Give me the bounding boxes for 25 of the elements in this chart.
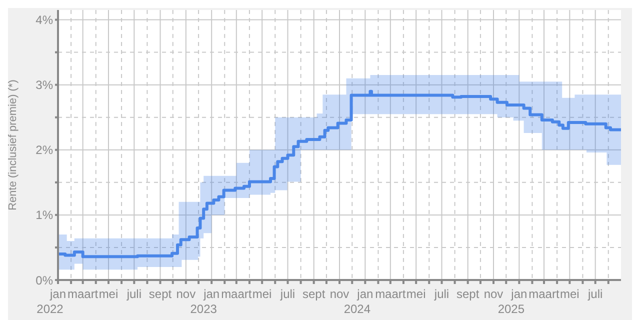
x-tick-label: juli — [433, 287, 450, 301]
y-tick-label: 0% — [36, 273, 54, 288]
y-tick-label: 3% — [36, 78, 54, 92]
x-tick-label: mei — [560, 287, 580, 301]
y-tick-label: 2% — [36, 143, 54, 158]
y-tick-label: 4% — [36, 13, 54, 28]
x-tick-label: maart — [375, 287, 406, 301]
x-tick-label: jan 2022 — [36, 287, 66, 316]
y-tick-label: 1% — [36, 208, 54, 222]
x-tick-label: nov — [176, 287, 196, 301]
x-tick-label: mei — [252, 287, 272, 301]
x-tick-label: maart — [528, 287, 560, 301]
x-tick-label: nov — [484, 287, 504, 301]
x-tick-label: sept — [148, 287, 172, 301]
x-tick-label: maart — [67, 287, 99, 301]
x-tick-label: sept — [456, 287, 480, 301]
x-tick-label: nov — [330, 287, 350, 301]
x-tick-label: juli — [586, 287, 603, 301]
x-tick-label: juli — [279, 287, 296, 301]
x-tick-label: mei — [406, 287, 426, 301]
x-tick-label: juli — [126, 287, 142, 301]
x-tick-label: maart — [221, 287, 252, 301]
x-tick-label: mei — [98, 287, 118, 301]
x-tick-label: sept — [302, 287, 326, 301]
y-axis-title: Rente (inclusief premie) (*) — [6, 80, 19, 210]
